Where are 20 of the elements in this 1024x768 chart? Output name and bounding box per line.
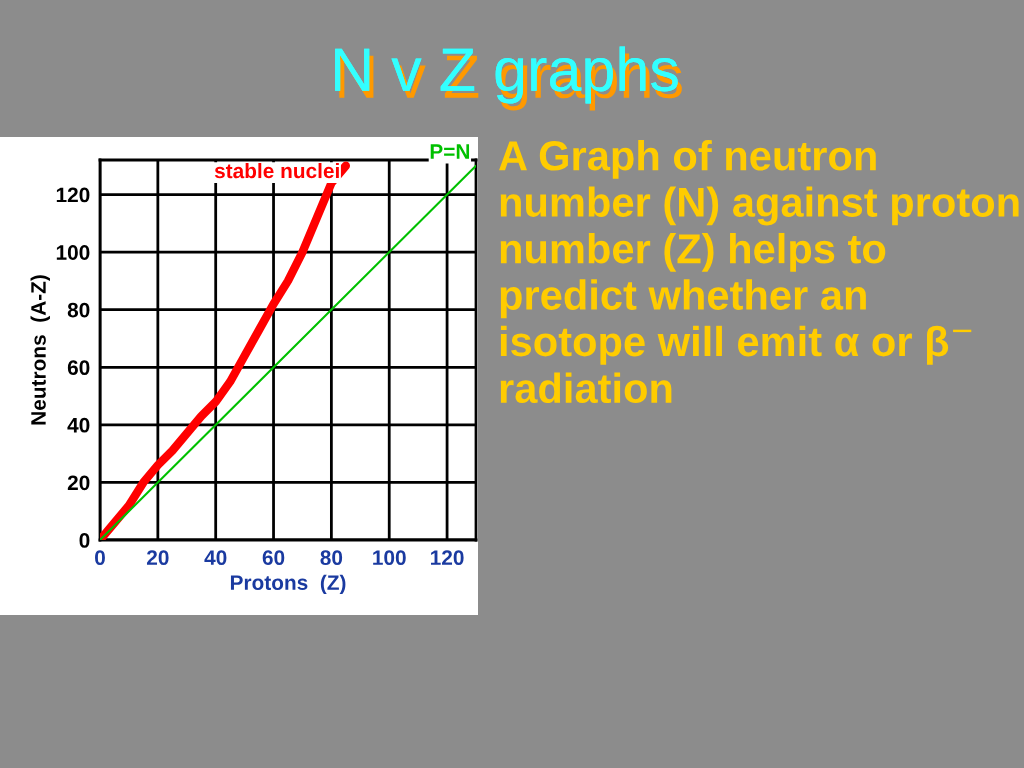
y-axis-title: Neutrons (A-Z) bbox=[30, 275, 50, 425]
y-tick-label: 120 bbox=[56, 187, 90, 203]
series-label: P=N bbox=[430, 144, 470, 159]
y-tick-label: 40 bbox=[67, 417, 90, 433]
x-tick-label: 120 bbox=[431, 550, 464, 566]
x-tick-label: 100 bbox=[373, 550, 406, 566]
x-tick-label: 20 bbox=[146, 550, 169, 566]
y-tick-label: 20 bbox=[67, 475, 90, 491]
x-tick-label: 60 bbox=[262, 550, 285, 566]
x-tick-label: 0 bbox=[95, 550, 105, 566]
y-tick-label: 60 bbox=[67, 360, 90, 376]
y-tick-label: 80 bbox=[67, 302, 90, 318]
x-tick-label: 80 bbox=[320, 550, 343, 566]
x-tick-label: 40 bbox=[204, 550, 227, 566]
x-axis-title: Protons (Z) bbox=[230, 574, 346, 595]
y-tick-label: 0 bbox=[79, 533, 90, 548]
series-label: stable nuclei bbox=[214, 162, 339, 179]
text: A Graph of neutron number (N) against proton number (Z) helps to predict whether an isotope will emit α or β$^{−}$ radiation bbox=[499, 140, 1019, 404]
y-tick-label: 100 bbox=[56, 245, 90, 260]
chart-title: N v Z graphs bbox=[335, 46, 682, 111]
